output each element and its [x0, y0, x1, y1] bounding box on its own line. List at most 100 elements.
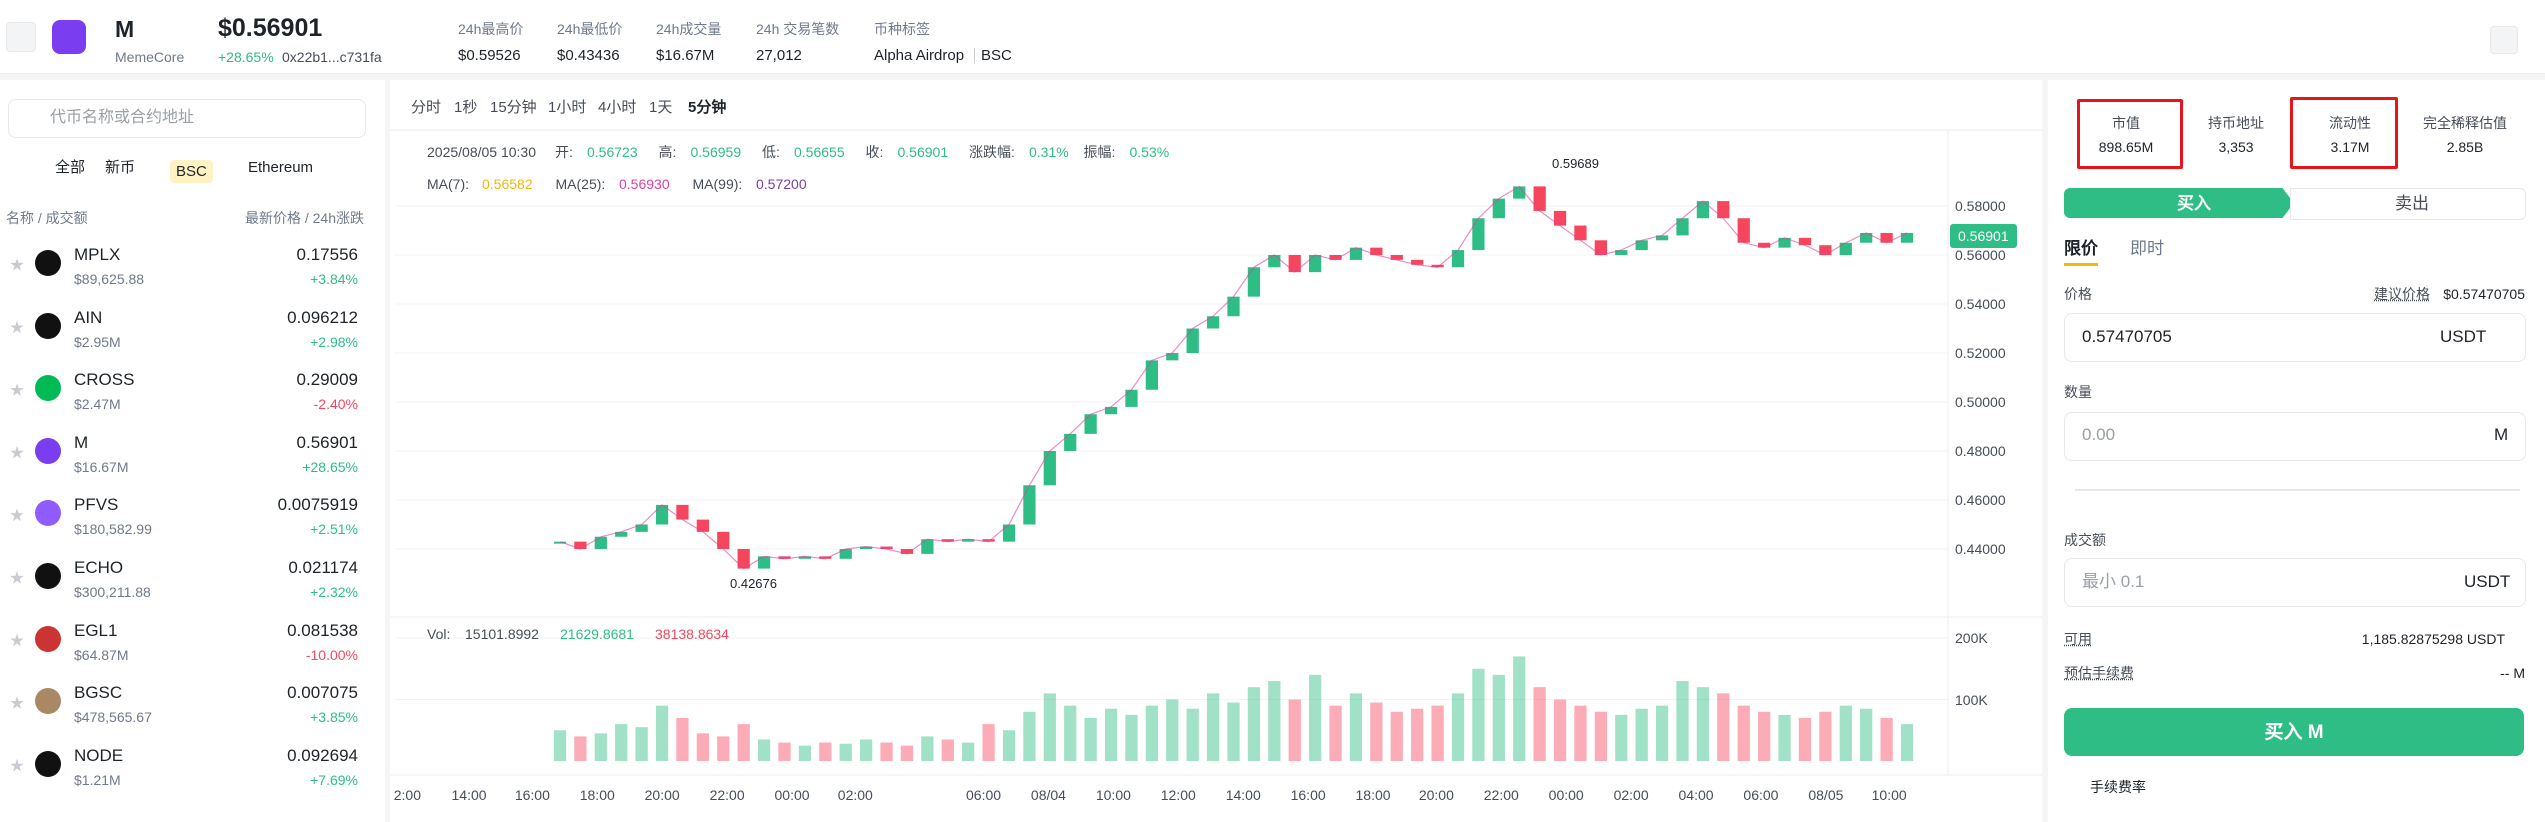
candle	[1206, 316, 1220, 329]
interval-tab[interactable]: 5分钟	[688, 99, 727, 116]
token-price: 0.17556	[296, 245, 358, 264]
ohlc-date: 2025/08/05 10:30	[427, 144, 536, 160]
qty-placeholder: 0.00	[2082, 425, 2116, 444]
suggested-label: 建议价格	[2374, 286, 2430, 302]
token-icon	[35, 250, 61, 276]
time-label: 14:00	[451, 787, 487, 803]
buy-button-label[interactable]: 买入 M	[2264, 722, 2324, 743]
candle	[1064, 433, 1077, 451]
interval-tab[interactable]: 1天	[649, 99, 673, 116]
y-tick-label: 0.44000	[1955, 541, 2006, 557]
token-symbol: NODE	[74, 745, 124, 765]
filter-tab[interactable]: 新币	[105, 159, 136, 176]
candle	[1186, 328, 1199, 353]
volume-bar	[1288, 699, 1301, 761]
candle	[655, 504, 669, 525]
interval-tab[interactable]: 1小时	[548, 99, 587, 116]
ma-label: MA(7):	[427, 176, 469, 192]
y-tick-label: 0.48000	[1955, 443, 2006, 459]
token-price: 0.56901	[296, 432, 358, 452]
volume-bar	[635, 727, 648, 761]
token-price: 0.007075	[287, 683, 358, 703]
time-label: 02:00	[1613, 787, 1649, 803]
price-input[interactable]	[2064, 313, 2526, 362]
token-change: +3.84%	[310, 271, 358, 287]
interval-tab[interactable]: 分时	[411, 99, 442, 116]
candle	[1411, 259, 1424, 265]
buy-tab[interactable]	[2064, 188, 2294, 218]
volume-bar	[1247, 687, 1261, 761]
token-price: 0.29009	[296, 370, 358, 390]
header-bar	[0, 0, 2545, 74]
candle	[1370, 247, 1383, 255]
time-label: 10:00	[1095, 787, 1131, 803]
buy-button[interactable]	[2064, 708, 2524, 756]
candle	[1472, 218, 1485, 251]
volume-bar	[880, 742, 893, 761]
highlight-box	[2077, 99, 2183, 169]
market-stat-label: 完全稀释估值	[2423, 115, 2507, 131]
market-stat-label: 持币地址	[2208, 115, 2264, 131]
market-stat-value: 3.17M	[2330, 139, 2370, 155]
search-box[interactable]	[8, 99, 366, 138]
ma-label: MA(25):	[555, 176, 606, 192]
sell-tab-label[interactable]: 卖出	[2395, 194, 2429, 213]
volume-bar	[553, 730, 567, 761]
token-symbol: AIN	[74, 307, 103, 327]
volume-tick-label: 200K	[1955, 630, 1988, 646]
volume-bar	[574, 736, 587, 761]
token-change: +7.69%	[310, 771, 358, 788]
token-volume: $2.47M	[74, 396, 121, 413]
candle	[574, 541, 587, 549]
order-type-tab[interactable]: 限价	[2064, 240, 2098, 266]
volume-bar	[900, 745, 914, 761]
time-label: 06:00	[1743, 787, 1779, 803]
amount-placeholder: 最小 0.1	[2082, 572, 2145, 591]
filter-tab[interactable]: Ethereum	[248, 159, 314, 176]
candle	[717, 531, 730, 549]
volume-bar	[615, 724, 628, 761]
amount-input[interactable]	[2064, 558, 2526, 607]
candle	[1819, 245, 1832, 255]
filter-tab[interactable]: 全部	[55, 159, 86, 176]
buy-tab-label[interactable]: 买入	[2177, 194, 2211, 213]
candle	[1717, 201, 1730, 219]
token-change: -2.40%	[313, 396, 358, 413]
volume-bar	[1125, 714, 1138, 761]
qty-input[interactable]	[2064, 412, 2526, 461]
contract-address[interactable]: 0x22b1...c731fa	[282, 49, 382, 65]
ohlc-label: 高:	[658, 144, 677, 160]
candle	[900, 549, 914, 554]
available-label: 可用	[2064, 631, 2092, 647]
token-volume: $180,582.99	[74, 521, 152, 538]
favorite-button[interactable]	[6, 22, 36, 52]
vol-value: 21629.8681	[560, 626, 634, 642]
interval-tab[interactable]: 15分钟	[490, 99, 537, 116]
candle	[1737, 218, 1750, 243]
volume-bar	[1635, 708, 1648, 761]
settings-button[interactable]	[2490, 26, 2518, 54]
interval-tab[interactable]: 1秒	[454, 99, 478, 116]
candle	[962, 539, 975, 542]
order-type-tab[interactable]: 即时	[2130, 239, 2164, 258]
candle	[696, 519, 709, 532]
ma-value: 0.56582	[482, 176, 533, 192]
filter-tab[interactable]: BSC	[170, 160, 213, 183]
candle	[1880, 232, 1893, 243]
volume-bar	[1717, 693, 1730, 761]
token-change: +2.51%	[310, 521, 358, 538]
time-label: 18:00	[579, 787, 615, 803]
sell-tab[interactable]	[2290, 188, 2526, 220]
candle	[1451, 250, 1465, 268]
token-change: +28.65%	[302, 458, 358, 475]
interval-tab[interactable]: 4小时	[598, 99, 637, 116]
token-icon	[35, 500, 61, 527]
token-volume: $2.95M	[74, 333, 121, 350]
ohlc-value: 0.56655	[794, 144, 845, 160]
candle	[1023, 485, 1036, 525]
ohlc-value: 0.31%	[1029, 144, 1069, 160]
column-header: 名称 / 成交额	[6, 210, 88, 226]
volume-bar	[1492, 674, 1505, 761]
fee-rate-link[interactable]: 手续费率	[2090, 779, 2146, 795]
